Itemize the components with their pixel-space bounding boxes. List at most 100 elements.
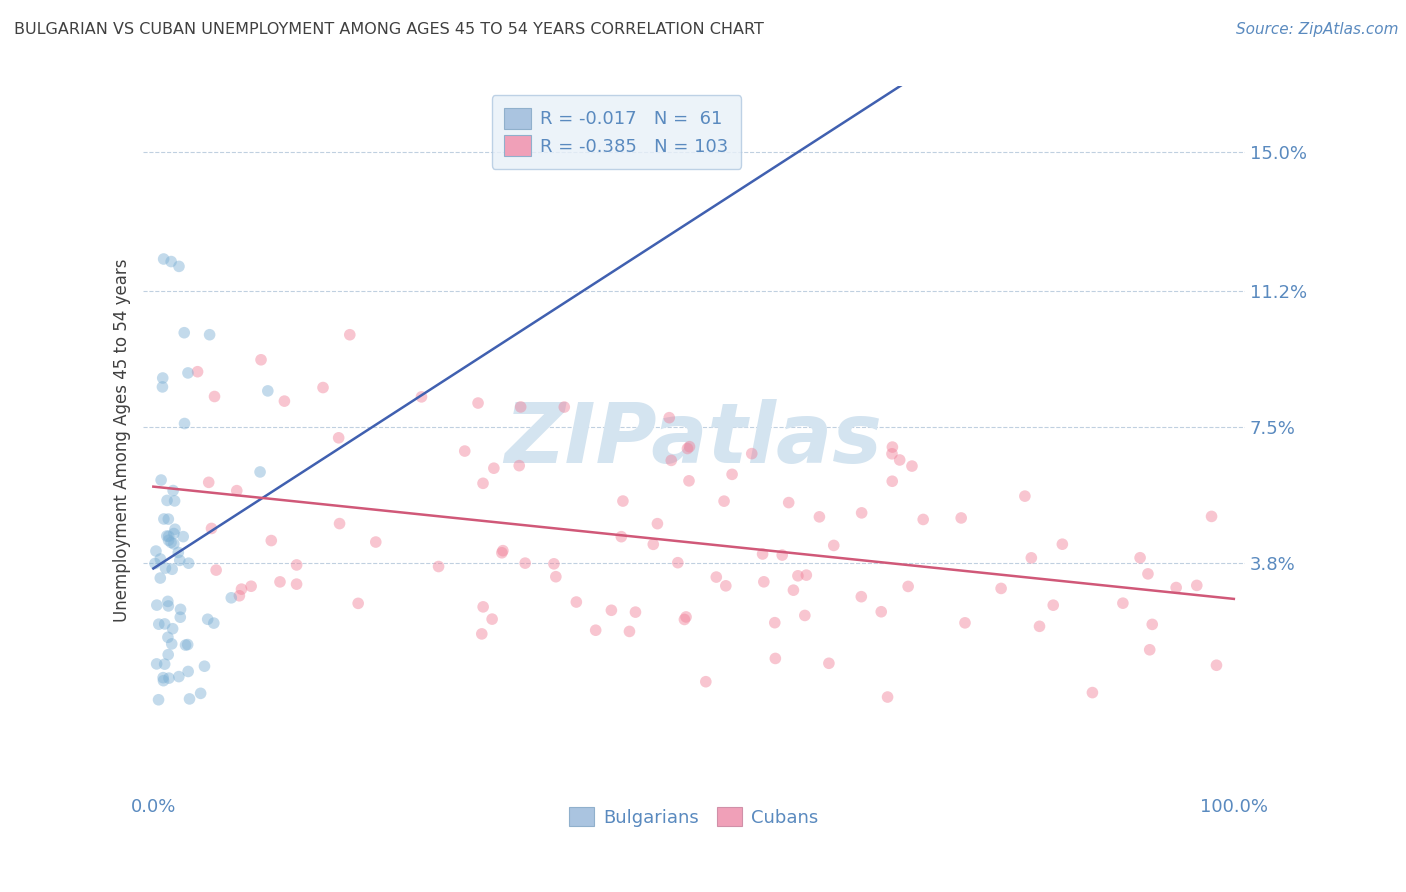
Point xyxy=(770,548,793,562)
Point xyxy=(339,327,361,342)
Point xyxy=(225,483,247,498)
Point xyxy=(482,461,505,475)
Point xyxy=(160,254,183,268)
Point xyxy=(1129,550,1152,565)
Point xyxy=(673,612,696,626)
Point xyxy=(1042,598,1064,612)
Point xyxy=(472,476,495,491)
Point xyxy=(231,582,253,596)
Point xyxy=(163,494,186,508)
Point xyxy=(153,512,176,526)
Point xyxy=(823,538,845,552)
Point xyxy=(508,458,530,473)
Point xyxy=(675,610,697,624)
Point xyxy=(678,440,700,454)
Point xyxy=(471,627,494,641)
Point xyxy=(1112,596,1135,610)
Point xyxy=(741,447,763,461)
Point xyxy=(163,537,186,551)
Point xyxy=(851,590,873,604)
Point xyxy=(157,599,180,613)
Point xyxy=(1081,685,1104,699)
Point xyxy=(250,352,273,367)
Point xyxy=(155,561,177,575)
Point xyxy=(240,579,263,593)
Point xyxy=(659,453,682,467)
Point xyxy=(157,648,180,662)
Point xyxy=(172,530,194,544)
Point xyxy=(149,552,172,566)
Point xyxy=(714,579,737,593)
Point xyxy=(163,526,186,541)
Point xyxy=(190,686,212,700)
Point xyxy=(364,535,387,549)
Point xyxy=(205,563,228,577)
Point xyxy=(152,380,174,394)
Point xyxy=(269,574,291,589)
Point xyxy=(619,624,641,639)
Point xyxy=(889,453,911,467)
Point xyxy=(167,670,190,684)
Point xyxy=(676,442,699,456)
Point xyxy=(610,530,633,544)
Point xyxy=(515,556,537,570)
Point xyxy=(249,465,271,479)
Point xyxy=(658,410,681,425)
Point xyxy=(643,537,665,551)
Point xyxy=(157,533,180,548)
Point xyxy=(411,390,433,404)
Point xyxy=(256,384,278,398)
Point xyxy=(143,557,166,571)
Point xyxy=(156,529,179,543)
Point xyxy=(544,570,567,584)
Point xyxy=(950,511,973,525)
Point xyxy=(851,506,873,520)
Point xyxy=(197,475,219,490)
Point xyxy=(897,579,920,593)
Point xyxy=(1142,617,1164,632)
Point xyxy=(156,493,179,508)
Point xyxy=(818,657,841,671)
Point xyxy=(481,612,503,626)
Point xyxy=(169,610,191,624)
Point xyxy=(793,608,815,623)
Point xyxy=(1021,550,1043,565)
Point xyxy=(173,326,195,340)
Point xyxy=(148,692,170,706)
Point xyxy=(1052,537,1074,551)
Point xyxy=(260,533,283,548)
Point xyxy=(1028,619,1050,633)
Point xyxy=(152,673,174,688)
Point xyxy=(1166,581,1188,595)
Point xyxy=(219,591,242,605)
Point xyxy=(553,400,575,414)
Point xyxy=(543,557,565,571)
Point xyxy=(163,522,186,536)
Point xyxy=(160,562,183,576)
Point xyxy=(763,615,786,630)
Point xyxy=(176,638,198,652)
Point xyxy=(612,494,634,508)
Point xyxy=(145,657,167,671)
Point xyxy=(204,390,226,404)
Point xyxy=(273,394,295,409)
Point xyxy=(177,366,200,380)
Point xyxy=(1139,642,1161,657)
Point xyxy=(179,692,201,706)
Point xyxy=(492,543,515,558)
Point xyxy=(153,616,176,631)
Point xyxy=(162,483,184,498)
Point xyxy=(808,509,831,524)
Point xyxy=(152,252,174,266)
Point xyxy=(347,596,370,610)
Point xyxy=(1201,509,1223,524)
Point xyxy=(167,260,190,274)
Point xyxy=(787,569,810,583)
Point xyxy=(153,657,176,672)
Point xyxy=(752,574,775,589)
Text: BULGARIAN VS CUBAN UNEMPLOYMENT AMONG AGES 45 TO 54 YEARS CORRELATION CHART: BULGARIAN VS CUBAN UNEMPLOYMENT AMONG AG… xyxy=(14,22,763,37)
Point xyxy=(953,615,976,630)
Point xyxy=(169,602,191,616)
Point xyxy=(177,665,200,679)
Text: ZIPatlas: ZIPatlas xyxy=(505,400,883,481)
